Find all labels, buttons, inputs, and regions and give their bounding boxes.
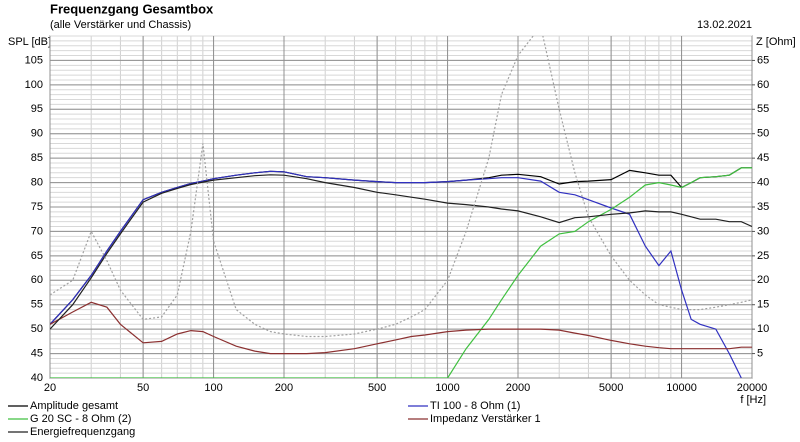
y2-tick-label: 35 bbox=[757, 201, 769, 213]
y2-tick-label: 25 bbox=[757, 250, 769, 262]
y-tick-label: 40 bbox=[31, 372, 43, 384]
x-tick-label: 10000 bbox=[666, 382, 697, 394]
x-tick-label: 200 bbox=[275, 382, 293, 394]
series-line bbox=[50, 301, 752, 355]
y-tick-label: 55 bbox=[31, 299, 43, 311]
x-tick-label: 500 bbox=[368, 382, 386, 394]
x-tick-label: 50 bbox=[137, 382, 149, 394]
y2-tick-label: 5 bbox=[757, 347, 763, 359]
y-tick-label: 90 bbox=[31, 128, 43, 140]
x-axis-label: f [Hz] bbox=[740, 394, 766, 406]
y2-tick-label: 50 bbox=[757, 128, 769, 140]
y-tick-label: 95 bbox=[31, 103, 43, 115]
y-tick-label: 45 bbox=[31, 347, 43, 359]
y-tick-label: 60 bbox=[31, 274, 43, 286]
y-tick-label: 85 bbox=[31, 152, 43, 164]
x-tick-label: 5000 bbox=[599, 382, 623, 394]
y2-tick-label: 15 bbox=[757, 299, 769, 311]
y-tick-label: 65 bbox=[31, 250, 43, 262]
y-tick-label: 50 bbox=[31, 323, 43, 335]
x-tick-label: 2000 bbox=[506, 382, 530, 394]
legend-label: TI 100 - 8 Ohm (1) bbox=[430, 400, 520, 412]
plot-area bbox=[50, 36, 752, 378]
series-line bbox=[50, 36, 752, 338]
legend-label: Amplitude gesamt bbox=[30, 400, 118, 412]
y-tick-label: 80 bbox=[31, 176, 43, 188]
chart-date: 13.02.2021 bbox=[697, 19, 752, 31]
series-line bbox=[50, 167, 752, 378]
x-tick-label: 20 bbox=[44, 382, 56, 394]
y-tick-label: 105 bbox=[25, 54, 43, 66]
y2-tick-label: 30 bbox=[757, 225, 769, 237]
y-axis-label: SPL [dB] bbox=[8, 36, 51, 48]
y-tick-label: 70 bbox=[31, 225, 43, 237]
x-tick-label: 100 bbox=[204, 382, 222, 394]
legend-label: G 20 SC - 8 Ohm (2) bbox=[30, 413, 131, 425]
y-tick-label: 100 bbox=[25, 79, 43, 91]
series-line bbox=[50, 170, 742, 378]
y-tick-label: 75 bbox=[31, 201, 43, 213]
y2-tick-label: 10 bbox=[757, 323, 769, 335]
chart-subtitle: (alle Verstärker und Chassis) bbox=[50, 19, 191, 31]
series-line bbox=[50, 174, 752, 330]
legend-label: Impedanz Verstärker 1 bbox=[430, 413, 541, 425]
y2-tick-label: 60 bbox=[757, 79, 769, 91]
y2-tick-label: 45 bbox=[757, 152, 769, 164]
y2-axis-label: Z [Ohm] bbox=[756, 36, 796, 48]
y2-tick-label: 40 bbox=[757, 176, 769, 188]
x-tick-label: 1000 bbox=[435, 382, 459, 394]
y2-tick-label: 65 bbox=[757, 54, 769, 66]
y2-tick-label: 20 bbox=[757, 274, 769, 286]
y2-tick-label: 55 bbox=[757, 103, 769, 115]
legend-label: Energiefrequenzgang bbox=[30, 426, 135, 438]
chart-title: Frequenzgang Gesamtbox bbox=[50, 1, 214, 16]
x-tick-label: 20000 bbox=[737, 382, 768, 394]
